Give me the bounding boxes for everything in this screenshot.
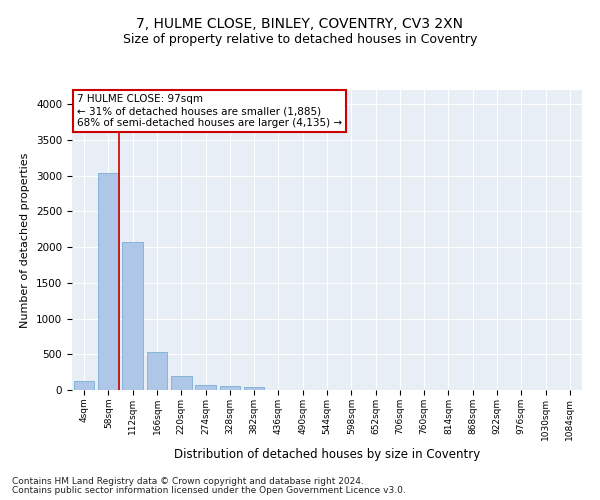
Bar bbox=[122, 242, 143, 390]
Bar bbox=[98, 173, 119, 390]
Bar bbox=[146, 352, 167, 390]
Text: 7 HULME CLOSE: 97sqm
← 31% of detached houses are smaller (1,885)
68% of semi-de: 7 HULME CLOSE: 97sqm ← 31% of detached h… bbox=[77, 94, 342, 128]
Text: Size of property relative to detached houses in Coventry: Size of property relative to detached ho… bbox=[123, 32, 477, 46]
Bar bbox=[74, 380, 94, 390]
Bar bbox=[195, 385, 216, 390]
Bar bbox=[244, 387, 265, 390]
Bar bbox=[171, 376, 191, 390]
Text: Contains HM Land Registry data © Crown copyright and database right 2024.: Contains HM Land Registry data © Crown c… bbox=[12, 477, 364, 486]
Text: Contains public sector information licensed under the Open Government Licence v3: Contains public sector information licen… bbox=[12, 486, 406, 495]
Text: 7, HULME CLOSE, BINLEY, COVENTRY, CV3 2XN: 7, HULME CLOSE, BINLEY, COVENTRY, CV3 2X… bbox=[137, 18, 464, 32]
Bar bbox=[220, 386, 240, 390]
Y-axis label: Number of detached properties: Number of detached properties bbox=[20, 152, 31, 328]
X-axis label: Distribution of detached houses by size in Coventry: Distribution of detached houses by size … bbox=[174, 448, 480, 461]
